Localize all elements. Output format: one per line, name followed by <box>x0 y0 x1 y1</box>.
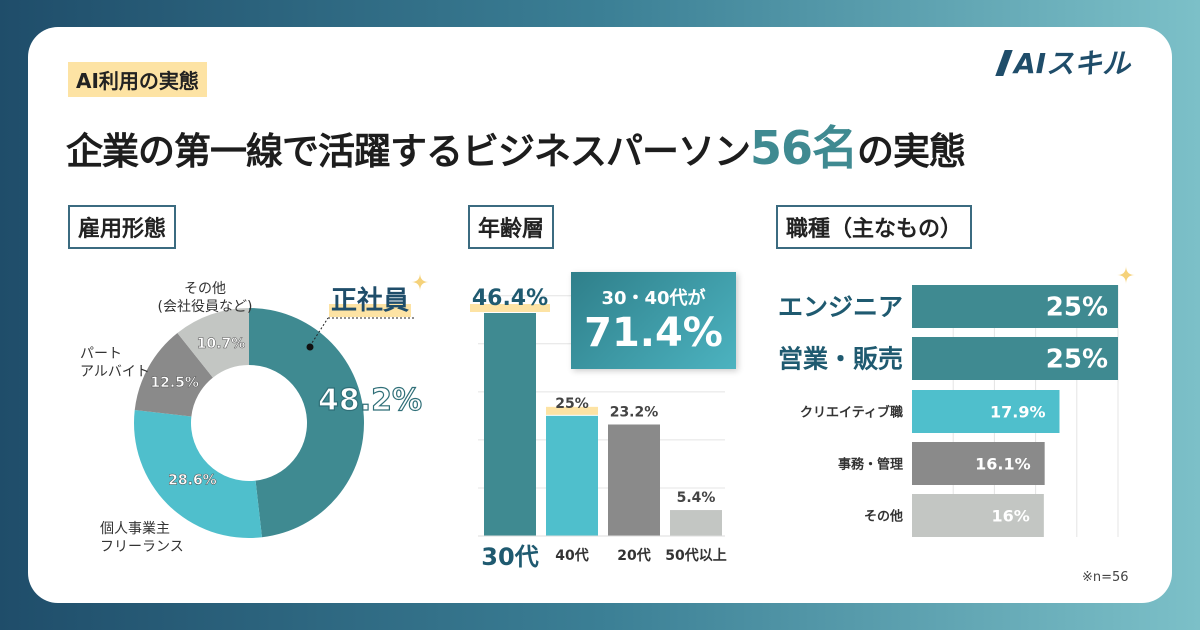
job-bar <box>912 442 1045 485</box>
donut-value-label: 48.2% <box>318 383 422 418</box>
job-value-label: 25% <box>1046 293 1108 323</box>
job-category-label: クリエイティブ職 <box>800 405 903 421</box>
age-category-label: 50代以上 <box>665 547 726 564</box>
title-highlight: 56名 <box>750 121 858 175</box>
job-category-label: エンジニア <box>778 293 903 322</box>
callout-box: 30・40代が 71.4% <box>571 272 736 369</box>
donut-slice <box>177 308 249 378</box>
title-text: 企業の第一線で活躍するビジネスパーソン <box>66 130 751 173</box>
sparkle-icon <box>411 273 429 291</box>
section-age-title: 年齢層 <box>468 205 555 249</box>
age-bar <box>546 415 598 536</box>
age-value-label: 25% <box>555 396 589 412</box>
job-value-label: 25% <box>1046 345 1108 375</box>
logo: AIスキル <box>995 42 1130 82</box>
job-value-label: 16.1% <box>975 455 1031 474</box>
age-bar <box>608 424 660 536</box>
job-bar <box>912 390 1060 433</box>
donut-slice <box>249 308 364 538</box>
age-value-label: 5.4% <box>677 490 716 506</box>
callout-line1: 30・40代が <box>601 288 706 309</box>
donut-value-label: 12.5% <box>150 375 199 391</box>
age-value-label: 46.4% <box>472 286 548 311</box>
job-category-label: 事務・管理 <box>838 457 903 473</box>
sparkle-icon <box>1117 266 1135 284</box>
callout-value: 71.4% <box>584 310 723 356</box>
leader-line <box>309 317 329 347</box>
job-bar <box>912 494 1044 537</box>
donut-label-parttime: パート アルバイト <box>80 346 150 380</box>
donut-label-freelance: 個人事業主 フリーランス <box>100 521 184 555</box>
leader-dot <box>306 343 314 351</box>
job-value-label: 16% <box>992 507 1030 526</box>
job-value-label: 17.9% <box>990 403 1046 422</box>
donut-slice <box>134 333 213 417</box>
topic-tag: AI利用の実態 <box>68 62 207 97</box>
job-category-label: 営業・販売 <box>778 345 903 374</box>
section-employment-title: 雇用形態 <box>68 205 177 249</box>
title-suffix: の実態 <box>857 130 966 173</box>
age-category-label: 20代 <box>617 547 650 564</box>
value-highlight <box>470 304 550 312</box>
donut-value-label: 28.6% <box>168 473 217 489</box>
age-category-label: 30代 <box>481 543 538 571</box>
sample-size-note: ※n=56 <box>1082 570 1129 585</box>
donut-label-fulltime: 正社員 <box>329 280 412 317</box>
value-highlight <box>546 406 598 415</box>
donut-slice <box>134 410 262 538</box>
job-bar <box>912 285 1118 328</box>
page-title: 企業の第一線で活躍するビジネスパーソン56名の実態 <box>66 112 966 178</box>
job-category-label: その他 <box>864 509 903 525</box>
age-category-label: 40代 <box>555 547 588 564</box>
section-job-title: 職種（主なもの） <box>776 205 973 249</box>
donut-label-other: その他 (会社役員など) <box>157 281 253 315</box>
donut-value-label: 10.7% <box>197 336 246 352</box>
age-bar <box>484 313 536 536</box>
age-value-label: 23.2% <box>610 405 659 421</box>
job-bar <box>912 337 1118 380</box>
age-bar <box>670 510 722 536</box>
